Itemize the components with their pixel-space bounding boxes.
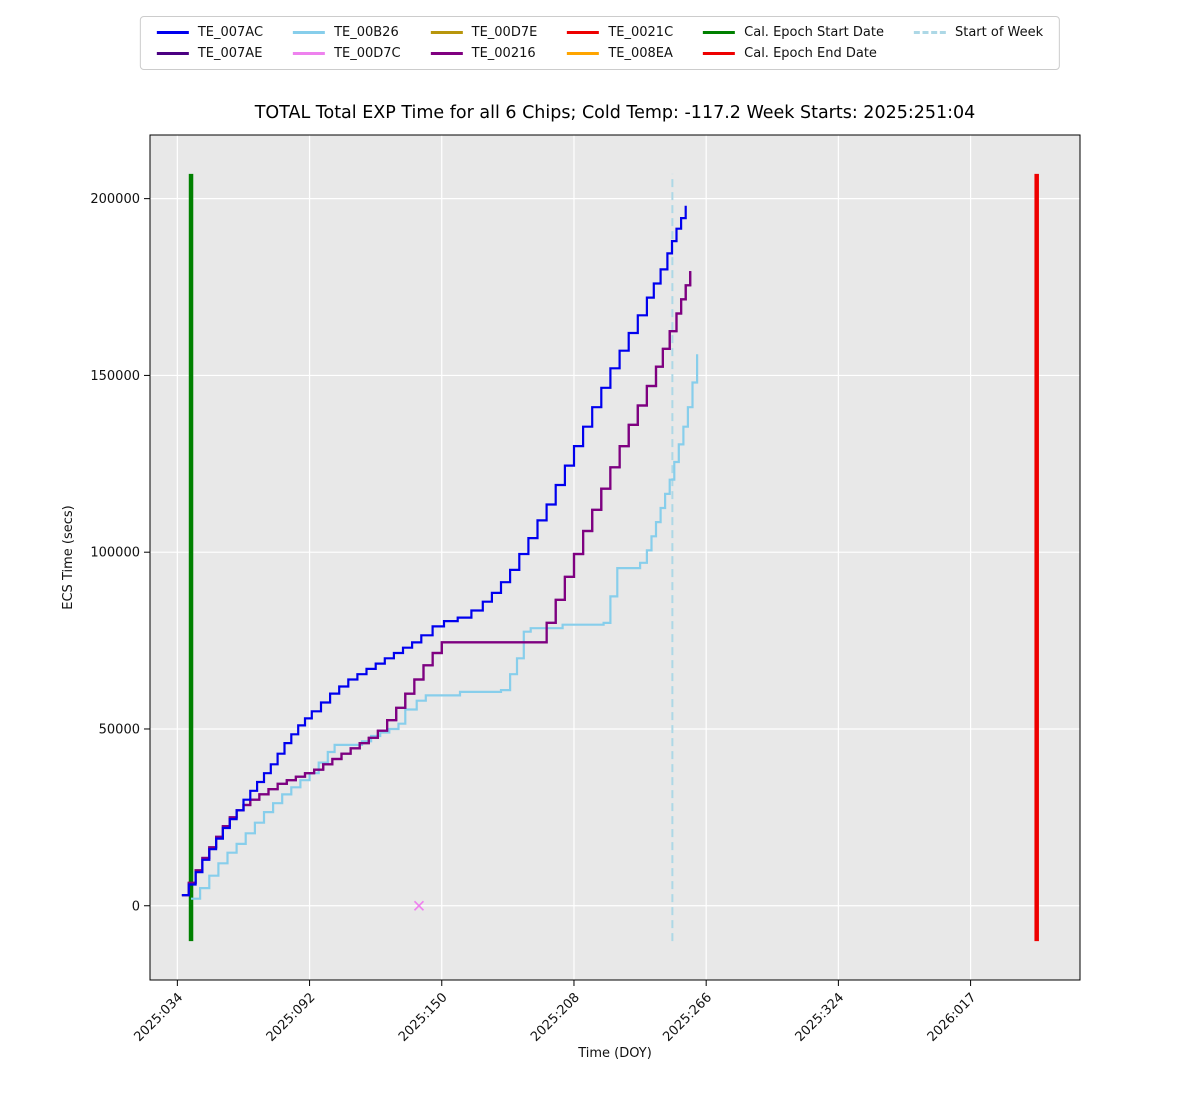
legend-line-swatch	[913, 31, 946, 34]
y-tick-label: 50000	[99, 722, 140, 737]
legend-item-Start of Week: Start of Week	[913, 25, 1044, 40]
legend-item-TE_0021C: TE_0021C	[567, 26, 673, 39]
y-tick-label: 200000	[90, 192, 140, 207]
legend-item-TE_00B26: TE_00B26	[293, 26, 401, 39]
axes-frame	[149, 134, 1081, 981]
legend-column: TE_007AC TE_007AE	[156, 25, 264, 61]
x-tick-label: 2025:092	[264, 990, 319, 1045]
legend-item-Cal. Epoch End Date: Cal. Epoch End Date	[703, 47, 884, 60]
legend-label: TE_007AC	[197, 25, 264, 40]
legend-line-swatch	[703, 52, 736, 55]
legend-column: TE_00D7E TE_00216	[430, 25, 538, 61]
y-axis-label: ECS Time (secs)	[61, 505, 76, 609]
legend-item-TE_007AE: TE_007AE	[156, 46, 263, 61]
legend-line-swatch	[567, 52, 600, 55]
x-tick-label: 2025:208	[528, 990, 583, 1045]
y-tick-label: 100000	[90, 546, 140, 561]
legend-label: TE_007AE	[197, 46, 263, 61]
x-tick-label: 2025:266	[660, 990, 715, 1045]
legend-column: TE_00B26 TE_00D7C	[293, 26, 401, 60]
x-tick-label: 2026:017	[925, 990, 980, 1045]
marker-TE_00D7C	[413, 900, 425, 911]
legend-column: Cal. Epoch Start Date Cal. Epoch End Date	[703, 26, 884, 60]
legend-line-swatch	[430, 52, 463, 55]
series-TE_00B26	[191, 354, 699, 900]
legend-line-swatch	[567, 31, 600, 34]
series-TE_007AC	[181, 205, 687, 897]
x-tick-label: 2025:324	[793, 990, 848, 1045]
y-tick-label: 150000	[90, 369, 140, 384]
legend-line-swatch	[703, 31, 736, 34]
legend-line-swatch	[156, 31, 189, 34]
legend-label: Cal. Epoch End Date	[744, 46, 877, 61]
legend-item-TE_00216: TE_00216	[430, 46, 538, 61]
legend-line-swatch	[293, 52, 326, 55]
legend-label: TE_00D7E	[471, 25, 538, 40]
legend-label: TE_008EA	[608, 46, 673, 61]
legend-item-TE_007AC: TE_007AC	[156, 25, 264, 40]
legend-column: Start of Week	[913, 25, 1044, 40]
legend-column: TE_0021C TE_008EA	[567, 26, 673, 60]
legend-label: TE_00B26	[334, 25, 399, 40]
legend-label: Cal. Epoch Start Date	[744, 25, 884, 40]
legend-line-swatch	[293, 31, 326, 34]
legend-label: TE_00216	[471, 46, 536, 61]
legend-label: TE_00D7C	[334, 46, 401, 61]
legend-line-swatch	[430, 31, 463, 34]
x-axis-label: Time (DOY)	[577, 1046, 652, 1061]
legend-label: Start of Week	[954, 25, 1044, 40]
legend-label: TE_0021C	[608, 25, 674, 40]
legend-item-TE_008EA: TE_008EA	[567, 47, 673, 60]
x-tick-label: 2025:034	[132, 990, 187, 1045]
x-tick-label: 2025:150	[396, 990, 451, 1045]
plot-background	[150, 135, 1080, 980]
legend-item-TE_00D7C: TE_00D7C	[293, 47, 401, 60]
chart-title: TOTAL Total EXP Time for all 6 Chips; Co…	[254, 103, 976, 123]
y-tick-label: 0	[132, 899, 140, 914]
legend-item-TE_00D7E: TE_00D7E	[430, 25, 538, 40]
legend-item-Cal. Epoch Start Date: Cal. Epoch Start Date	[703, 26, 884, 39]
legend: TE_007AC TE_007AE TE_00B26 TE_00D7C TE_00D7E…	[139, 16, 1061, 70]
legend-line-swatch	[156, 52, 189, 55]
